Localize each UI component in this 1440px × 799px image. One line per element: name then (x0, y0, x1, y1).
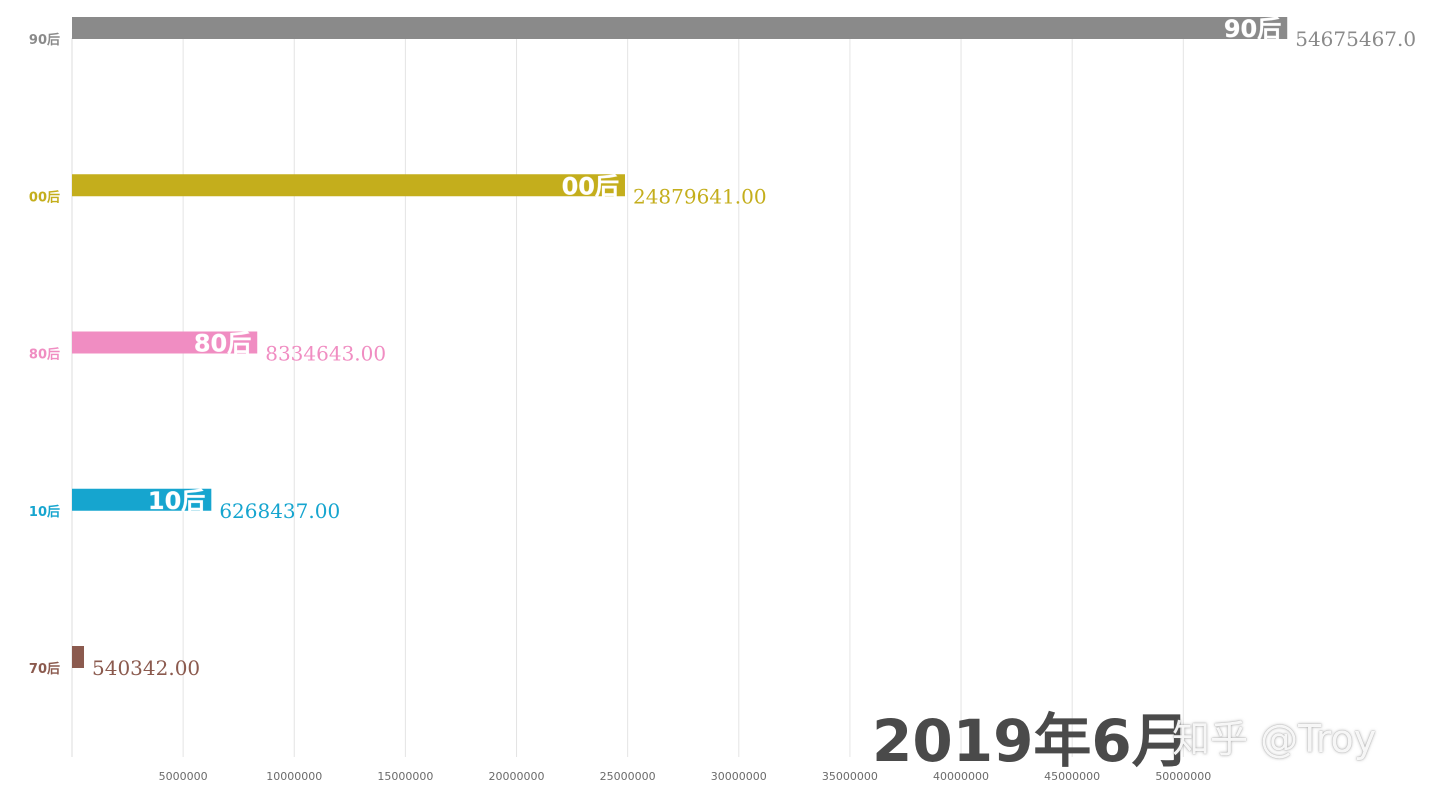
bar-value-label: 54675467.0 (1295, 27, 1416, 51)
x-tick-label: 40000000 (933, 770, 989, 783)
category-label: 90后 (29, 32, 60, 48)
x-tick-label: 30000000 (711, 770, 767, 783)
bar-value-label: 8334643.00 (265, 342, 386, 366)
bar-value-label: 24879641.00 (633, 184, 767, 208)
x-tick-label: 10000000 (266, 770, 322, 783)
x-tick-label: 15000000 (377, 770, 433, 783)
x-tick-label: 25000000 (600, 770, 656, 783)
category-label: 10后 (29, 504, 60, 520)
x-tick-label: 45000000 (1044, 770, 1100, 783)
grid-lines (71, 38, 1184, 757)
bar-inner-label: 10后 (148, 487, 205, 515)
watermark-text: 知乎 @Troy (1172, 717, 1377, 761)
period-label: 2019年6月 (872, 707, 1190, 775)
bar-inner-label: 80后 (194, 330, 251, 358)
x-tick-label: 50000000 (1155, 770, 1211, 783)
bar-value-label: 6268437.00 (219, 499, 340, 523)
x-tick-label: 20000000 (489, 770, 545, 783)
x-tick-label: 35000000 (822, 770, 878, 783)
labels: 90后 90后 54675467.0 00后 00后 24879641.00 80后 80后 8… (29, 15, 1416, 680)
category-label: 80后 (29, 347, 60, 363)
bar-inner-label: 90后 (1224, 15, 1281, 43)
bar (72, 174, 625, 197)
bar-value-label: 540342.00 (92, 656, 200, 680)
x-tick-label: 5000000 (159, 770, 208, 783)
bar (72, 17, 1288, 39)
bar (72, 331, 258, 354)
x-axis-ticks: 5000000 10000000 15000000 20000000 25000000 3… (159, 770, 1212, 783)
bar (72, 488, 212, 511)
bar (72, 646, 85, 668)
category-label: 70后 (29, 661, 60, 677)
bar-inner-label: 00后 (562, 172, 619, 200)
category-label: 00后 (29, 189, 60, 205)
bars (72, 17, 1288, 668)
